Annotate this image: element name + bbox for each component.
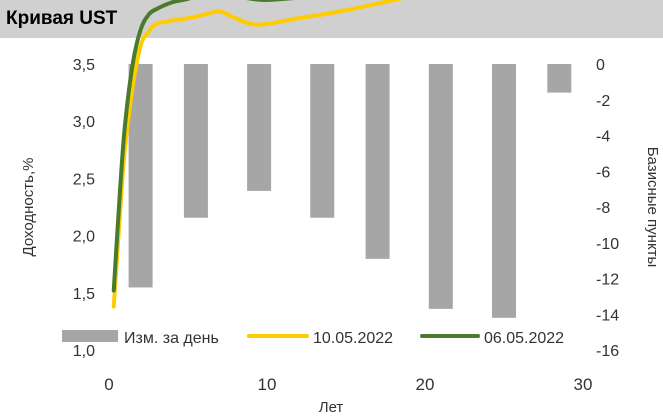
legend-label-series-1: 06.05.2022 <box>484 330 564 347</box>
y2-axis-title: Базисные пункты <box>644 147 661 268</box>
y2-tick-label: -12 <box>596 272 619 289</box>
y2-tick-label: -2 <box>596 93 610 110</box>
series-line-1 <box>111 0 295 293</box>
axes-layer: 1,0 1,5 2,0 2,5 3,0 3,5 0 -2 -4 -6 -8 -10 -12 -14 -16 0… <box>20 57 661 416</box>
y-tick-label: 2,0 <box>73 229 95 246</box>
bar-1 <box>183 64 208 218</box>
x-tick-label: 0 <box>104 375 113 394</box>
bar-4 <box>365 64 390 259</box>
y2-tick-label: -16 <box>596 343 619 360</box>
y-tick-label: 3,0 <box>73 114 95 131</box>
y-axis-title: Доходность,% <box>20 158 37 257</box>
y2-tick-label: 0 <box>596 57 605 74</box>
x-tick-label: 20 <box>416 375 435 394</box>
legend-label-series-0: 10.05.2022 <box>313 330 393 347</box>
legend-swatch-bars <box>62 330 118 342</box>
y2-tick-label: -4 <box>596 129 610 146</box>
title-bar: Кривая UST <box>0 0 663 38</box>
y-tick-label: 2,5 <box>73 171 95 188</box>
x-axis-title: Лет <box>319 399 344 416</box>
y2-tick-label: -10 <box>596 236 619 253</box>
x-tick-label: 10 <box>258 375 277 394</box>
x-tick-label: 30 <box>574 375 593 394</box>
bar-5 <box>428 64 453 309</box>
bar-7 <box>547 64 572 93</box>
bar-3 <box>310 64 335 218</box>
y-tick-label: 3,5 <box>73 57 95 74</box>
bar-2 <box>247 64 272 191</box>
bar-6 <box>492 64 516 318</box>
y2-tick-label: -8 <box>596 200 610 217</box>
y2-tick-label: -6 <box>596 164 610 181</box>
bars-layer <box>128 64 572 318</box>
lines-layer <box>111 0 404 309</box>
series-line-0 <box>111 0 404 309</box>
y2-tick-label: -14 <box>596 307 619 324</box>
y-tick-label: 1,5 <box>73 286 95 303</box>
legend: Изм. за день 10.05.2022 06.05.2022 <box>62 330 564 347</box>
y-tick-label: 1,0 <box>73 343 95 360</box>
legend-label-bars: Изм. за день <box>124 330 219 347</box>
chart-title: Кривая UST <box>6 8 118 29</box>
